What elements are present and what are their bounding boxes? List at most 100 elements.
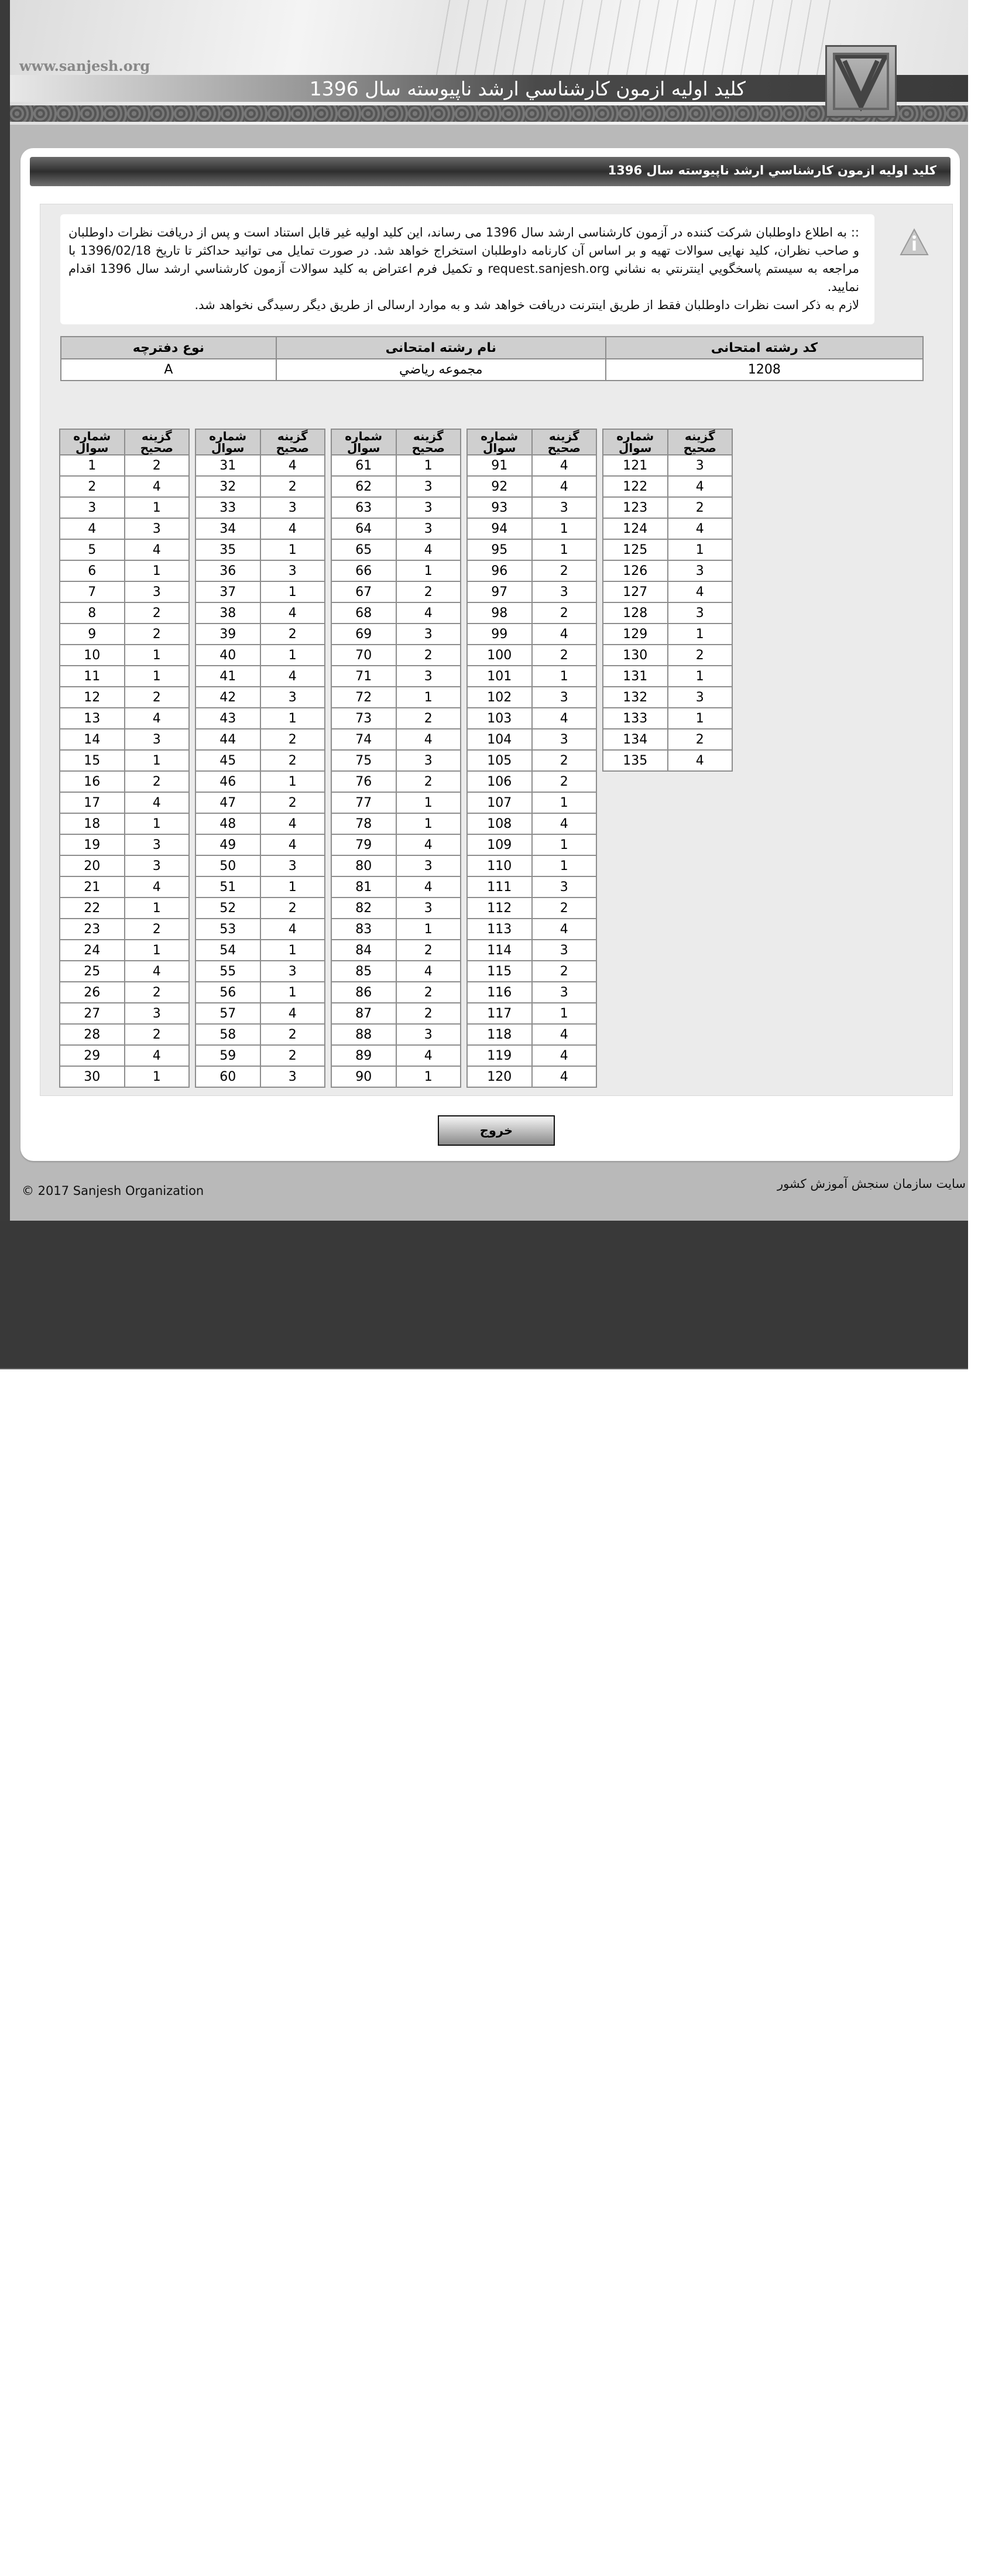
question-number: 71 [331,665,397,687]
answer-row: 123 2 [602,496,733,519]
question-number: 2 [59,475,125,498]
booklet-type: A [60,358,277,381]
correct-option: 2 [531,644,597,666]
correct-option: 3 [531,939,597,961]
question-number: 70 [331,644,397,666]
question-number: 87 [331,1002,397,1025]
question-number: 13 [59,707,125,729]
answer-row: 18 1 [59,813,190,835]
answer-row: 52 2 [195,897,325,919]
footer-site-link[interactable]: سایت سازمان سنجش آموزش کشور [777,1177,966,1191]
answer-row: 125 1 [602,539,733,561]
question-number: 8 [59,602,125,624]
question-number: 98 [466,602,533,624]
question-number: 104 [466,728,533,751]
correct-option: 3 [395,475,461,498]
answer-row: 91 4 [466,454,597,477]
correct-option: 2 [395,644,461,666]
correct-option: 2 [395,707,461,729]
answer-row: 64 3 [331,518,461,540]
question-number: 31 [195,454,261,477]
question-number: 64 [331,518,397,540]
question-number: 81 [331,876,397,898]
correct-option: 4 [259,454,325,477]
question-number: 133 [602,707,668,729]
correct-option: 3 [395,897,461,919]
correct-option: 4 [395,728,461,751]
answer-row: 54 1 [195,939,325,961]
question-number: 131 [602,665,668,687]
answer-row: 38 4 [195,602,325,624]
question-number: 58 [195,1023,261,1046]
correct-option: 4 [395,834,461,856]
answer-row: 30 1 [59,1066,190,1088]
correct-option: 3 [123,581,190,603]
answer-row: 36 3 [195,560,325,582]
correct-option: 4 [531,475,597,498]
answer-row: 47 2 [195,792,325,814]
question-number: 135 [602,749,668,772]
answer-row: 130 2 [602,644,733,666]
answer-row: 83 1 [331,918,461,940]
correct-option: 4 [531,813,597,835]
answer-row: 34 4 [195,518,325,540]
card-title-bar: کلید اولیه ازمون کارشناسي ارشد ناپيوسته … [30,157,951,186]
answer-row: 132 3 [602,686,733,708]
answer-row: 39 2 [195,623,325,645]
question-number: 34 [195,518,261,540]
question-number: 102 [466,686,533,708]
question-number: 94 [466,518,533,540]
correct-option: 1 [531,792,597,814]
answer-row: 88 3 [331,1023,461,1046]
question-number: 65 [331,539,397,561]
correct-option: 4 [667,749,733,772]
correct-option: 3 [395,1023,461,1046]
correct-option: 4 [531,1044,597,1067]
question-number: 29 [59,1044,125,1067]
correct-option: 1 [531,1002,597,1025]
correct-option: 4 [531,918,597,940]
answer-row: 119 4 [466,1044,597,1067]
correct-option: 3 [123,518,190,540]
header-correct-option: گزینه صحیح [123,429,190,455]
question-number: 47 [195,792,261,814]
left-edge-strip [0,0,10,1368]
correct-option: 2 [259,749,325,772]
answer-row: 126 3 [602,560,733,582]
answer-row: 109 1 [466,834,597,856]
correct-option: 1 [259,707,325,729]
correct-option: 2 [259,1023,325,1046]
answer-row: 45 2 [195,749,325,772]
question-number: 56 [195,981,261,1003]
header-question-number: شماره سوال [602,429,668,455]
page-bottom-area [0,1221,968,1369]
answer-row: 57 4 [195,1002,325,1025]
exit-button[interactable]: خروج [438,1115,555,1146]
correct-option: 2 [123,1023,190,1046]
question-number: 74 [331,728,397,751]
answer-row: 121 3 [602,454,733,477]
question-number: 51 [195,876,261,898]
correct-option: 2 [259,897,325,919]
correct-option: 4 [395,1044,461,1067]
answer-row: 113 4 [466,918,597,940]
answer-row: 59 2 [195,1044,325,1067]
correct-option: 2 [531,602,597,624]
question-number: 92 [466,475,533,498]
correct-option: 3 [395,749,461,772]
header-correct-option: گزینه صحیح [667,429,733,455]
correct-option: 1 [395,560,461,582]
question-number: 73 [331,707,397,729]
answer-row: 10 1 [59,644,190,666]
correct-option: 3 [395,496,461,519]
question-number: 5 [59,539,125,561]
question-number: 82 [331,897,397,919]
site-url-watermark: www.sanjesh.org [19,57,150,74]
question-number: 19 [59,834,125,856]
question-number: 107 [466,792,533,814]
answer-row: 53 4 [195,918,325,940]
correct-option: 1 [123,560,190,582]
